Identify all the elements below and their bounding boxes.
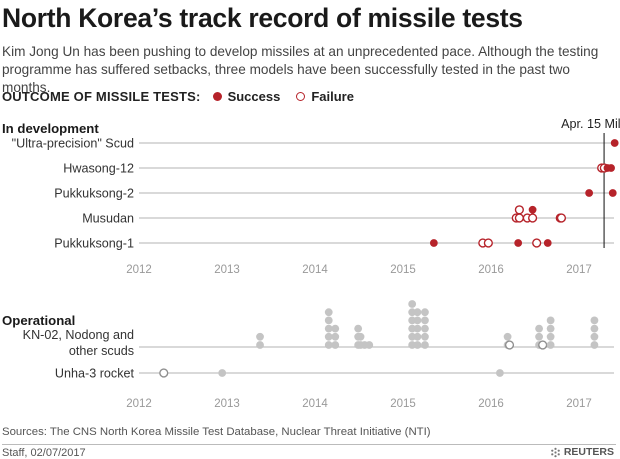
operational-success-dot — [408, 300, 417, 308]
legend-success: Success — [212, 88, 281, 104]
operational-success-dot — [413, 324, 422, 333]
x-tick-label: 2013 — [214, 398, 240, 410]
row-label: Pukkuksong-2 — [54, 187, 134, 201]
operational-success-dot — [413, 308, 422, 317]
x-tick-label: 2013 — [214, 264, 240, 276]
x-tick-label: 2014 — [302, 398, 328, 410]
page-title: North Korea’s track record of missile te… — [2, 3, 523, 33]
success-dot — [608, 189, 617, 197]
section-header: Operational — [2, 313, 75, 328]
row-label: Unha-3 rocket — [55, 367, 135, 381]
row-label: "Ultra-precision" Scud — [12, 137, 134, 151]
operational-success-dot — [331, 324, 340, 333]
operational-success-dot — [495, 369, 504, 377]
operational-success-dot — [546, 316, 555, 325]
x-tick-label: 2016 — [478, 264, 504, 276]
success-dot — [585, 189, 594, 197]
row-label: Hwasong-12 — [63, 162, 134, 176]
operational-success-dot — [421, 324, 429, 333]
operational-success-dot — [324, 324, 333, 333]
failure-dot — [514, 205, 524, 215]
annotation-label: Apr. 15 Military parade — [561, 117, 620, 131]
operational-success-dot — [421, 341, 429, 349]
success-dot — [543, 239, 552, 247]
success-dot — [607, 164, 615, 172]
operational-success-dot — [421, 332, 429, 341]
operational-success-dot — [218, 369, 227, 377]
subtitle: Kim Jong Un has been pushing to develop … — [2, 44, 599, 95]
failure-dot-icon — [296, 91, 306, 101]
operational-success-dot — [590, 332, 599, 341]
x-tick-label: 2012 — [126, 264, 152, 276]
legend-failure: Failure — [296, 89, 354, 104]
operational-success-dot — [413, 341, 422, 349]
success-dot — [528, 205, 537, 214]
section-header: In development — [2, 121, 99, 136]
x-tick-label: 2015 — [390, 264, 416, 276]
failure-dot — [556, 213, 567, 223]
operational-success-dot — [324, 316, 333, 325]
failure-dot — [514, 213, 524, 223]
reuters-brand: REUTERS — [563, 446, 614, 458]
operational-success-dot — [590, 316, 599, 325]
operational-success-dot — [365, 341, 374, 349]
x-tick-label: 2017 — [566, 398, 592, 410]
operational-success-dot — [590, 324, 599, 333]
row-label: Pukkuksong-1 — [54, 237, 134, 251]
footer-divider — [2, 444, 616, 445]
success-dot — [610, 139, 619, 147]
operational-failure-dot — [159, 368, 169, 378]
x-tick-label: 2016 — [478, 398, 504, 410]
operational-success-dot — [413, 316, 422, 325]
operational-success-dot — [503, 332, 512, 341]
operational-success-dot — [546, 332, 555, 341]
source-note: Sources: The CNS North Korea Missile Tes… — [2, 426, 431, 438]
row-label: Musudan — [82, 212, 134, 226]
x-tick-label: 2015 — [390, 398, 416, 410]
operational-success-dot — [421, 308, 429, 317]
success-dot — [429, 239, 438, 247]
legend-title: OUTCOME OF MISSILE TESTS: — [2, 88, 201, 104]
x-tick-label: 2014 — [302, 264, 328, 276]
operational-success-dot — [256, 332, 264, 341]
failure-dot — [483, 238, 493, 248]
operational-success-dot — [356, 332, 365, 341]
operational-success-dot — [256, 341, 264, 349]
operational-success-dot — [535, 332, 543, 341]
operational-success-dot — [413, 332, 422, 341]
operational-success-dot — [546, 324, 555, 333]
operational-success-dot — [324, 332, 333, 341]
operational-success-dot — [546, 341, 555, 349]
operational-success-dot — [324, 341, 333, 349]
operational-success-dot — [331, 341, 340, 349]
row-label: KN-02, Nodong and — [23, 328, 134, 342]
row-label: other scuds — [69, 344, 134, 358]
failure-dot — [527, 213, 538, 223]
x-tick-label: 2017 — [566, 264, 592, 276]
operational-success-dot — [421, 316, 429, 325]
legend-success-label: Success — [227, 88, 281, 104]
operational-failure-dot — [538, 340, 548, 350]
reuters-dots-icon — [551, 447, 560, 457]
legend: OUTCOME OF MISSILE TESTS: Success Failur… — [2, 88, 354, 104]
operational-success-dot — [590, 341, 599, 349]
x-tick-label: 2012 — [126, 398, 152, 410]
operational-success-dot — [354, 324, 363, 333]
credit-line: Staff, 02/07/2017 — [2, 447, 86, 459]
success-dot-icon — [212, 91, 222, 101]
failure-dot — [532, 238, 542, 248]
legend-failure-label: Failure — [311, 88, 354, 104]
operational-failure-dot — [504, 340, 515, 350]
operational-success-dot — [535, 324, 543, 333]
success-dot — [514, 239, 523, 247]
reuters-logo: REUTERS — [550, 446, 614, 458]
operational-success-dot — [331, 332, 340, 341]
operational-success-dot — [324, 308, 333, 317]
